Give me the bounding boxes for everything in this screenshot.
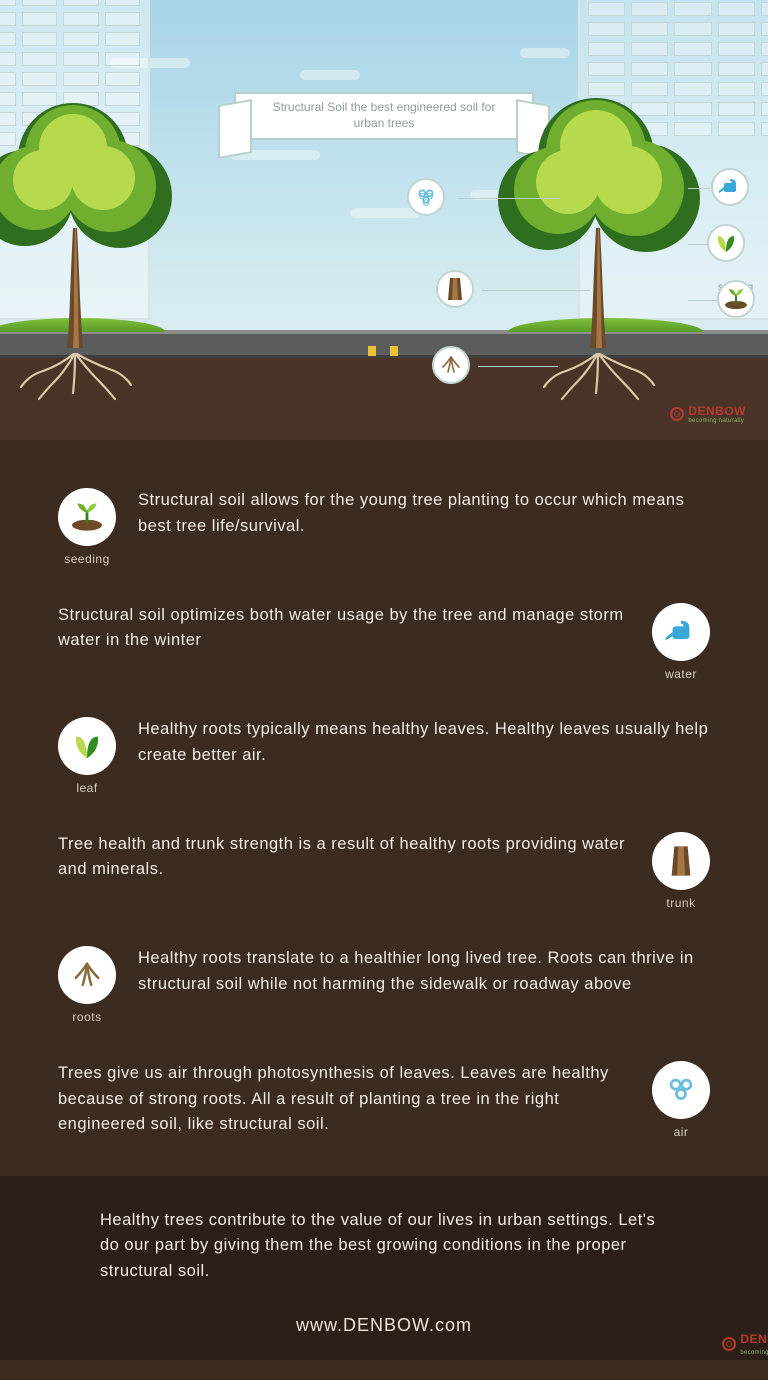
item-seeding: seeding Structural soil allows for the y… [58,488,710,569]
cloud [300,70,360,80]
footer-text: Healthy trees contribute to the value of… [100,1208,668,1285]
roots-left [15,353,135,403]
hero-scene: Structural Soil the best engineered soil… [0,0,768,440]
leader-trunk [482,290,590,291]
item-leaf: leaf Healthy roots typically means healt… [58,717,710,798]
trunk-text: Tree health and trunk strength is a resu… [58,832,630,883]
water-text: Structural soil optimizes both water usa… [58,603,630,654]
scene-roots: roots [440,346,462,359]
water-icon [652,603,710,661]
seeding-label: seeding [64,550,110,569]
item-water: water Structural soil optimizes both wat… [58,603,710,684]
content-section: seeding Structural soil allows for the y… [0,440,768,1380]
brand-footer: DENBOW becoming naturally [722,1330,768,1358]
cloud [350,208,420,218]
roots-label: roots [72,1008,101,1027]
brand-name: DENBOW [688,404,746,418]
trunk-right [588,228,608,348]
leaf-icon [58,717,116,775]
leader-air [458,198,560,199]
trunk-icon [652,832,710,890]
air-icon [652,1061,710,1119]
title-text: Structural Soil the best engineered soil… [262,100,506,131]
brand-logo-icon [670,407,684,421]
seeding-icon [58,488,116,546]
roots-right [538,353,658,403]
brand-tagline: becoming naturally [688,418,746,424]
seeding-text: Structural soil allows for the young tre… [138,488,710,539]
trunk-icon [436,270,474,308]
item-trunk: trunk Tree health and trunk strength is … [58,832,710,913]
leaf-icon [707,224,745,262]
item-roots: roots Healthy roots translate to a healt… [58,946,710,1027]
leaf-text: Healthy roots typically means healthy le… [138,717,710,768]
scene-trunk: trunk [444,270,466,283]
item-air: air Trees give us air through photosynth… [58,1061,710,1142]
footer-block: Healthy trees contribute to the value of… [0,1176,768,1361]
brand-logo-icon [722,1337,736,1351]
tree-right [488,88,708,348]
roots-text: Healthy roots translate to a healthier l… [138,946,710,997]
brand-scene: DENBOW becoming naturally [670,404,746,424]
footer-url: www.DENBOW.com [100,1312,668,1340]
scene-seeding: seeding [718,280,753,293]
water-icon [711,168,749,206]
leader-roots [478,366,558,367]
leader-seeding [688,300,718,301]
scene-water: water [718,168,742,181]
cloud [520,48,570,58]
scene-air: air [420,178,431,191]
trunk-label: trunk [666,894,695,913]
air-icon [407,178,445,216]
leaf-label: leaf [76,779,97,798]
roots-icon [58,946,116,1004]
trunk-left [65,228,85,348]
water-label: water [665,665,697,684]
brand-name: DENBOW [740,1332,768,1346]
air-text: Trees give us air through photosynthesis… [58,1061,630,1138]
foliage [0,88,185,268]
seeding-icon [717,280,755,318]
tree-left [0,88,185,348]
brand-tagline: becoming naturally [740,1349,768,1358]
scene-leaf: leaf [718,224,734,237]
roots-icon [432,346,470,384]
air-label: air [674,1123,689,1142]
